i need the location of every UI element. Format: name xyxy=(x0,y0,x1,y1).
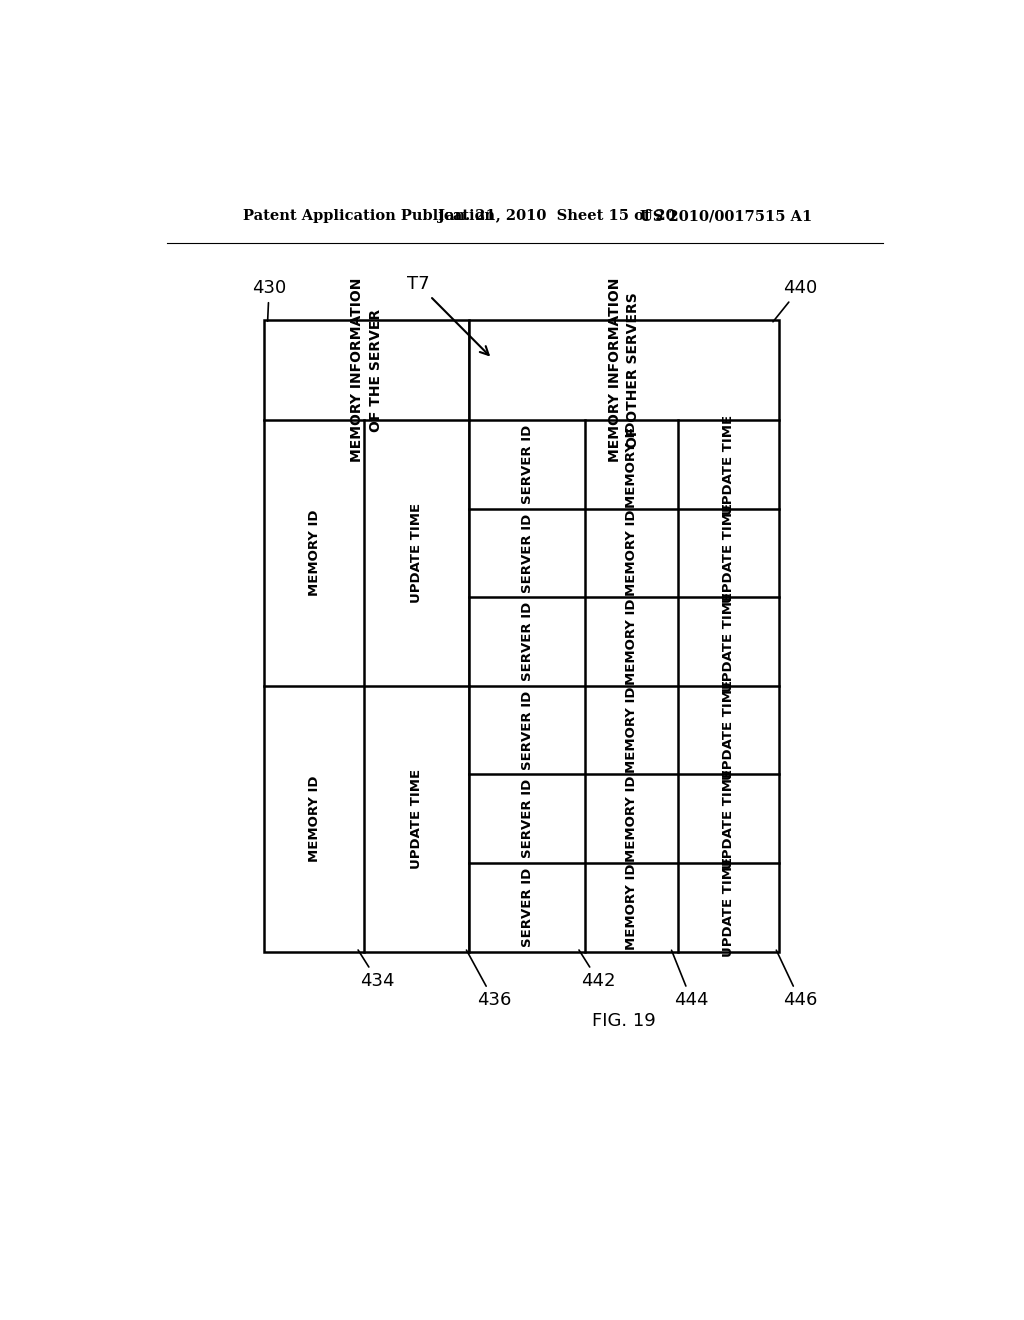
Text: SERVER ID: SERVER ID xyxy=(520,867,534,946)
Text: UPDATE TIME: UPDATE TIME xyxy=(411,503,423,603)
Text: MEMORY ID: MEMORY ID xyxy=(626,686,638,774)
Text: MEMORY INFORMATION
OF OTHER SERVERS: MEMORY INFORMATION OF OTHER SERVERS xyxy=(608,279,640,462)
Text: Jan. 21, 2010  Sheet 15 of 20: Jan. 21, 2010 Sheet 15 of 20 xyxy=(438,209,676,223)
Text: UPDATE TIME: UPDATE TIME xyxy=(722,591,735,692)
Text: 444: 444 xyxy=(672,950,709,1010)
Text: US 2010/0017515 A1: US 2010/0017515 A1 xyxy=(640,209,812,223)
Text: SERVER ID: SERVER ID xyxy=(520,513,534,593)
Bar xyxy=(263,321,469,952)
Text: UPDATE TIME: UPDATE TIME xyxy=(722,414,735,515)
Text: MEMORY ID: MEMORY ID xyxy=(626,421,638,508)
Text: 434: 434 xyxy=(358,950,395,990)
Text: MEMORY ID: MEMORY ID xyxy=(626,865,638,950)
Text: 442: 442 xyxy=(579,950,615,990)
Text: Patent Application Publication: Patent Application Publication xyxy=(243,209,495,223)
Text: MEMORY ID: MEMORY ID xyxy=(626,775,638,862)
Text: 430: 430 xyxy=(252,279,287,321)
Text: MEMORY ID: MEMORY ID xyxy=(307,510,321,597)
Text: UPDATE TIME: UPDATE TIME xyxy=(722,768,735,869)
Text: FIG. 19: FIG. 19 xyxy=(592,1012,656,1030)
Text: SERVER ID: SERVER ID xyxy=(520,425,534,504)
Text: UPDATE TIME: UPDATE TIME xyxy=(722,857,735,957)
Text: UPDATE TIME: UPDATE TIME xyxy=(722,503,735,603)
Text: SERVER ID: SERVER ID xyxy=(520,779,534,858)
Text: 436: 436 xyxy=(467,950,511,1010)
Text: MEMORY INFORMATION
OF THE SERVER: MEMORY INFORMATION OF THE SERVER xyxy=(350,279,383,462)
Text: 446: 446 xyxy=(776,950,817,1010)
Text: T7: T7 xyxy=(407,276,488,355)
Text: SERVER ID: SERVER ID xyxy=(520,602,534,681)
Text: MEMORY ID: MEMORY ID xyxy=(626,598,638,685)
Bar xyxy=(469,321,779,952)
Text: MEMORY ID: MEMORY ID xyxy=(307,775,321,862)
Text: SERVER ID: SERVER ID xyxy=(520,690,534,770)
Text: 440: 440 xyxy=(773,279,817,322)
Text: MEMORY ID: MEMORY ID xyxy=(626,510,638,597)
Text: UPDATE TIME: UPDATE TIME xyxy=(722,680,735,780)
Text: UPDATE TIME: UPDATE TIME xyxy=(411,768,423,869)
